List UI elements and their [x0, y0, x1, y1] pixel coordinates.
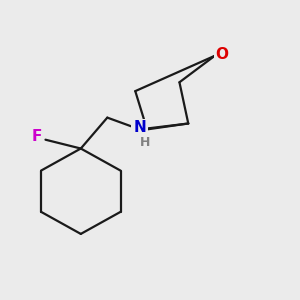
Text: N: N — [133, 120, 146, 135]
Text: H: H — [140, 136, 150, 149]
Text: F: F — [32, 129, 42, 144]
Text: O: O — [216, 47, 229, 62]
